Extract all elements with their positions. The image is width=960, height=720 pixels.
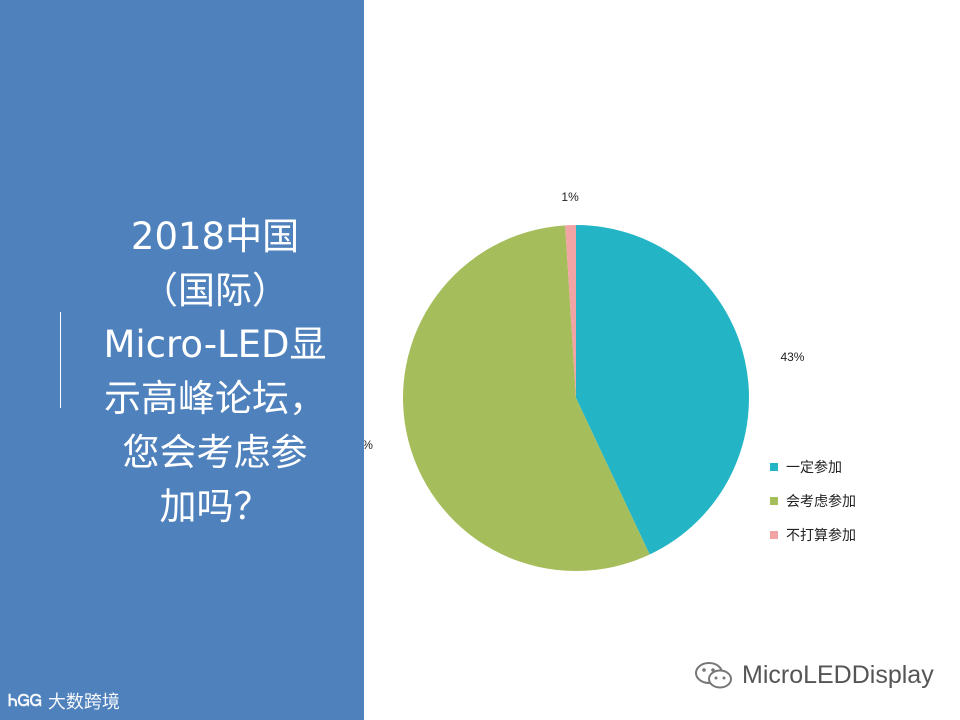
title-line-2: （国际） [141, 269, 289, 312]
title-line-5: 您会考虑参 [122, 431, 308, 474]
watermark-text: MicroLEDDisplay [742, 660, 934, 689]
pie-slice-1 [576, 225, 749, 555]
wechat-watermark: MicroLEDDisplay [694, 660, 934, 690]
chart-legend: 一定参加 会考虑参加 不打算参加 [770, 456, 856, 558]
legend-item-1: 一定参加 [770, 456, 856, 477]
pie-slice-3 [565, 225, 576, 398]
legend-swatch-1 [770, 462, 778, 471]
legend-swatch-3 [770, 530, 778, 539]
pie-labels: 43% 56% 1% [364, 190, 805, 452]
logo-text: 大数跨境 [47, 692, 120, 713]
legend-label-3: 不打算参加 [786, 527, 856, 544]
pie-label-1: 43% [780, 350, 804, 364]
decorative-line [60, 312, 61, 408]
pie-slice-2 [402, 225, 650, 572]
title-line-1: 2018中国 [130, 215, 300, 258]
source-logo: ᏂᏀᏀ 大数跨境 [8, 688, 120, 714]
pie-label-3: 1% [561, 190, 579, 204]
wechat-icon [695, 662, 732, 689]
legend-label-1: 一定参加 [786, 459, 842, 476]
pie-label-2: 56% [364, 438, 373, 452]
legend-item-2: 会考虑参加 [770, 490, 856, 511]
legend-label-2: 会考虑参加 [786, 493, 856, 510]
legend-swatch-2 [770, 496, 778, 505]
title-line-6: 加吗？ [159, 485, 271, 528]
pie-slices [402, 225, 749, 572]
title-line-4: 示高峰论坛， [104, 377, 326, 420]
logo-mark: ᏂᏀᏀ [8, 691, 42, 710]
pie-chart: 43% 56% 1% [364, 190, 805, 572]
title-line-3: Micro-LED显 [103, 323, 327, 366]
slide-title: 2018中国 （国际） Micro-LED显 示高峰论坛， 您会考虑参 加吗？ [70, 210, 360, 534]
legend-item-3: 不打算参加 [770, 524, 856, 545]
